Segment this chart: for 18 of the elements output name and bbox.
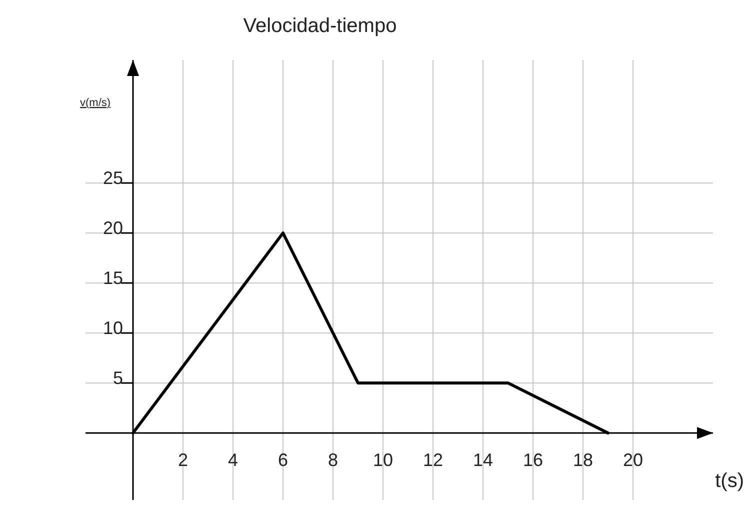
x-tick-label: 2: [178, 450, 188, 470]
y-tick-label: 5: [112, 368, 123, 388]
y-tick-label: 15: [102, 268, 123, 288]
x-tick-label: 8: [328, 450, 338, 470]
x-tick-label: 14: [472, 450, 494, 470]
x-tick-label: 20: [622, 450, 644, 470]
chart-title: Velocidad-tiempo: [243, 15, 397, 37]
y-tick-label: 25: [102, 168, 123, 188]
x-tick-label: 16: [522, 450, 544, 470]
x-axis-title: t(s): [715, 470, 744, 492]
y-axis-title: v(m/s): [80, 97, 111, 109]
x-tick-label: 6: [278, 450, 288, 470]
x-tick-label: 18: [572, 450, 594, 470]
y-tick-label: 20: [102, 218, 123, 238]
x-tick-label: 12: [422, 450, 444, 470]
x-tick-label: 4: [228, 450, 238, 470]
x-tick-label: 10: [372, 450, 394, 470]
y-tick-label: 10: [102, 318, 123, 338]
